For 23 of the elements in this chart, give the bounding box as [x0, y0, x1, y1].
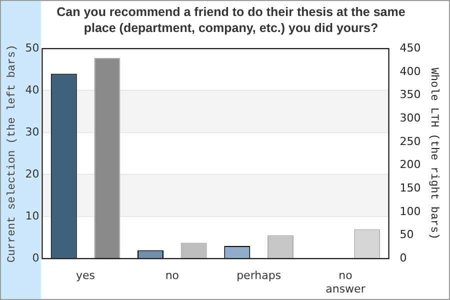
y-tick-label: 10: [25, 209, 40, 222]
y2-axis-title: Whole LTH (the right bars): [427, 68, 440, 240]
y-tick-label: 40: [25, 83, 40, 96]
y2-tick-label: 200: [400, 158, 421, 172]
x-tick-label: no answer: [326, 269, 366, 296]
y2-tick-label: 100: [400, 204, 421, 218]
y2-tick-label: 300: [400, 111, 421, 124]
x-tick-label: no: [165, 269, 180, 282]
x-tick-label: yes: [76, 269, 96, 282]
y-axis-title: Current selection (the left bars): [6, 44, 19, 263]
y-tick-label: 30: [25, 125, 40, 138]
y2-tick-label: 350: [400, 88, 421, 102]
y2-tick-label: 400: [400, 64, 421, 78]
y2-tick-label: 250: [400, 134, 421, 148]
y-tick-label: 50: [25, 41, 40, 54]
y2-tick-label: 150: [400, 181, 421, 194]
y2-tick-label: 0: [400, 251, 407, 264]
y2-tick-label: 50: [400, 228, 414, 242]
y2-tick-label: 450: [400, 41, 421, 54]
y-tick-label: 20: [25, 167, 40, 180]
y-tick-label: 0: [32, 251, 40, 264]
chart-title: Can you recommend a friend to do their thesis at the same place (department, company, etc.) you did yours?: [56, 4, 406, 36]
x-tick-label: perhaps: [236, 269, 282, 282]
